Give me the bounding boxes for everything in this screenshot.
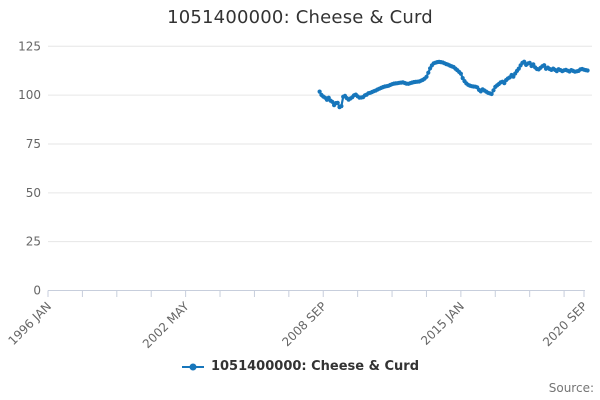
series-point-marker[interactable]: [531, 62, 536, 67]
x-axis-tick-label: 2015 JAN: [418, 299, 467, 348]
chart-title: 1051400000: Cheese & Curd: [167, 7, 433, 28]
y-axis-tick-label: 50: [26, 186, 41, 200]
y-axis-tick-label: 25: [26, 235, 41, 249]
y-axis-tick-label: 75: [26, 137, 41, 151]
series-point-marker[interactable]: [339, 104, 344, 109]
series-point-marker[interactable]: [458, 71, 463, 76]
y-axis-tick-label: 125: [18, 39, 41, 53]
legend-series-marker-icon: [181, 363, 204, 370]
legend-series-label: 1051400000: Cheese & Curd: [210, 359, 420, 374]
series-point-marker[interactable]: [330, 99, 335, 104]
series-point-marker[interactable]: [511, 74, 516, 79]
series-point-marker[interactable]: [502, 81, 507, 86]
series-point-marker[interactable]: [527, 60, 532, 65]
x-axis-tick-label: 2008 SEP: [279, 299, 329, 349]
series-point-marker[interactable]: [491, 88, 496, 93]
x-axis-tick-label: 2002 MAY: [140, 299, 192, 351]
y-axis-tick-label: 100: [18, 88, 41, 102]
series-point-marker[interactable]: [424, 74, 429, 79]
series-point-marker[interactable]: [426, 70, 431, 75]
series-point-marker[interactable]: [489, 91, 494, 97]
source-note: Source:: [548, 381, 594, 395]
series-point-marker[interactable]: [335, 100, 340, 105]
series-point-marker[interactable]: [522, 59, 527, 64]
y-axis-tick-label: 0: [33, 284, 41, 298]
x-axis-tick-label: 2020 SEP: [540, 299, 590, 349]
series-point-marker[interactable]: [542, 63, 547, 68]
series-point-marker[interactable]: [516, 66, 521, 71]
legend-item[interactable]: 1051400000: Cheese & Curd: [0, 359, 600, 374]
series-point-marker[interactable]: [585, 68, 590, 73]
x-axis-tick-label: 1996 JAN: [5, 299, 54, 348]
series-point-marker[interactable]: [317, 89, 322, 94]
